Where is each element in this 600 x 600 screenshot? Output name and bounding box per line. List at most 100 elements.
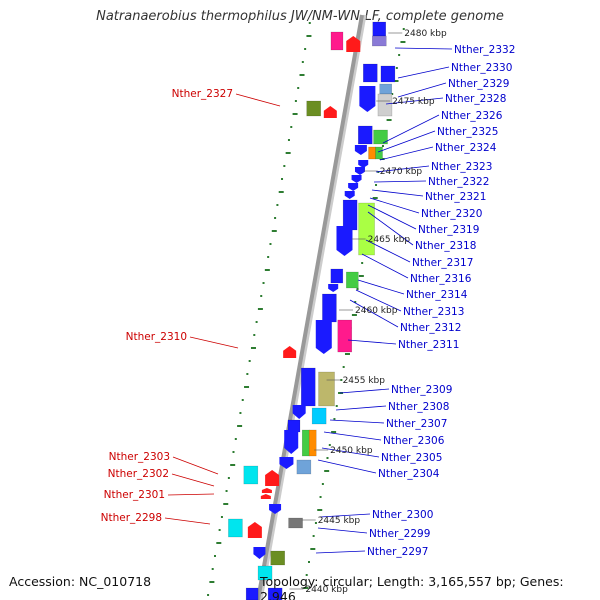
gc-dot-outer	[375, 184, 378, 186]
gc-dot-outer	[386, 119, 392, 121]
kbp-tick-label: 2460 kbp	[355, 306, 398, 316]
gene-block	[380, 65, 396, 83]
gc-dot-inner	[274, 217, 277, 219]
gc-dot-inner	[262, 282, 265, 284]
gene-block	[372, 35, 387, 47]
kbp-tick-label: 2470 kbp	[380, 167, 423, 177]
gene-arrow-reverse	[247, 522, 262, 538]
gc-dot-inner	[248, 360, 251, 362]
gc-dot-inner	[234, 438, 237, 440]
gc-dot-inner	[267, 256, 270, 258]
gc-dot-inner	[225, 490, 228, 492]
gene-label-forward: Nther_2321	[425, 191, 486, 203]
gc-dot-outer	[342, 366, 345, 368]
label-layer: Nther_2332 Nther_2330 Nther_2329 Nther_2328…	[101, 44, 516, 558]
gc-dot-inner	[216, 542, 222, 544]
gene-block	[288, 517, 303, 529]
gene-label-forward: Nther_2309	[391, 384, 452, 396]
gene-block	[300, 367, 316, 407]
gene-label-reverse: Nther_2301	[104, 489, 165, 501]
gene-block	[342, 199, 358, 231]
leader-line	[361, 253, 409, 279]
gene-label-reverse: Nther_2298	[101, 512, 162, 524]
leader-line	[382, 114, 440, 144]
gene-block	[311, 407, 327, 425]
gc-dot-outer	[319, 496, 322, 498]
leader-line	[365, 239, 411, 263]
gc-dot-outer	[391, 93, 394, 95]
gc-dot-outer	[324, 470, 330, 472]
gc-dot-inner	[276, 204, 279, 206]
gene-block	[318, 371, 335, 407]
gc-dot-outer	[344, 353, 350, 355]
gene-label-reverse: Nther_2303	[109, 451, 170, 463]
gene-arrow-forward	[328, 284, 339, 292]
kbp-tick-layer: 2480 kbp 2475 kbp 2470 kbp 2465 kbp 2460 kbp…	[289, 29, 447, 595]
gc-dot-inner	[255, 321, 258, 323]
leader-line	[329, 419, 385, 424]
gene-block	[267, 587, 283, 600]
gene-arrow-forward	[354, 145, 367, 155]
gc-dot-inner	[281, 178, 284, 180]
gc-dot-inner	[299, 74, 305, 76]
accession-text: Accession: NC_010718	[9, 574, 152, 589]
leader-line	[167, 493, 215, 496]
gene-arrow-forward	[351, 175, 362, 183]
gc-dot-inner	[223, 503, 229, 505]
gene-label-forward: Nther_2307	[386, 418, 447, 430]
gc-dot-outer	[381, 145, 384, 147]
gene-arrow-reverse	[323, 106, 337, 118]
gene-block	[372, 21, 387, 37]
leader-line	[385, 97, 444, 105]
gc-dot-inner	[290, 126, 293, 128]
gc-dot-outer	[308, 561, 310, 563]
leader-line	[377, 130, 436, 153]
leader-line	[367, 204, 417, 230]
gene-label-forward: Nther_2330	[451, 62, 512, 74]
gc-dot-inner	[239, 412, 242, 414]
gc-dot-outer	[303, 587, 309, 589]
leader-line	[379, 146, 434, 161]
gene-label-forward: Nther_2320	[421, 208, 482, 220]
gc-dot-outer	[354, 301, 357, 303]
leader-line	[367, 211, 414, 246]
gc-dot-outer	[326, 457, 329, 459]
kbp-tick-label: 2480 kbp	[404, 29, 447, 39]
gc-dot-inner	[304, 48, 307, 50]
gene-block	[346, 271, 359, 289]
leader-line	[339, 388, 390, 394]
gene-arrow-forward	[358, 160, 369, 168]
gc-dot-inner	[218, 529, 221, 531]
kbp-tick-label: 2450 kbp	[330, 446, 373, 456]
gene-label-reverse: Nther_2310	[126, 331, 187, 343]
gene-label-forward: Nther_2312	[400, 322, 461, 334]
gc-dot-inner	[207, 594, 210, 596]
gc-dot-outer	[400, 41, 406, 43]
feature-layer	[228, 21, 396, 600]
gc-dot-inner	[209, 581, 215, 583]
gene-label-forward: Nther_2299	[369, 528, 430, 540]
gc-dot-outer	[333, 418, 336, 420]
leader-line	[397, 82, 447, 98]
gene-arrow-forward	[344, 191, 355, 199]
leader-line	[349, 299, 399, 328]
leader-line	[317, 459, 377, 474]
leader-line	[164, 517, 211, 525]
gc-dot-inner	[278, 191, 284, 193]
gc-dot-inner	[230, 464, 236, 466]
gc-dot-inner	[227, 477, 230, 479]
gene-arrow-reverse	[260, 494, 271, 499]
gc-dot-inner	[285, 152, 291, 154]
backbone-line	[256, 14, 364, 600]
gene-arrow-forward	[284, 430, 299, 454]
gc-dot-inner	[250, 347, 256, 349]
gc-dot-inner	[237, 425, 243, 427]
gc-dot-outer	[393, 80, 399, 82]
gc-dot-inner	[308, 22, 311, 24]
gene-label-forward: Nther_2311	[398, 339, 459, 351]
leader-line	[375, 165, 430, 173]
gc-dot-inner	[211, 568, 214, 570]
gene-block	[270, 550, 285, 566]
leader-line	[369, 197, 420, 214]
